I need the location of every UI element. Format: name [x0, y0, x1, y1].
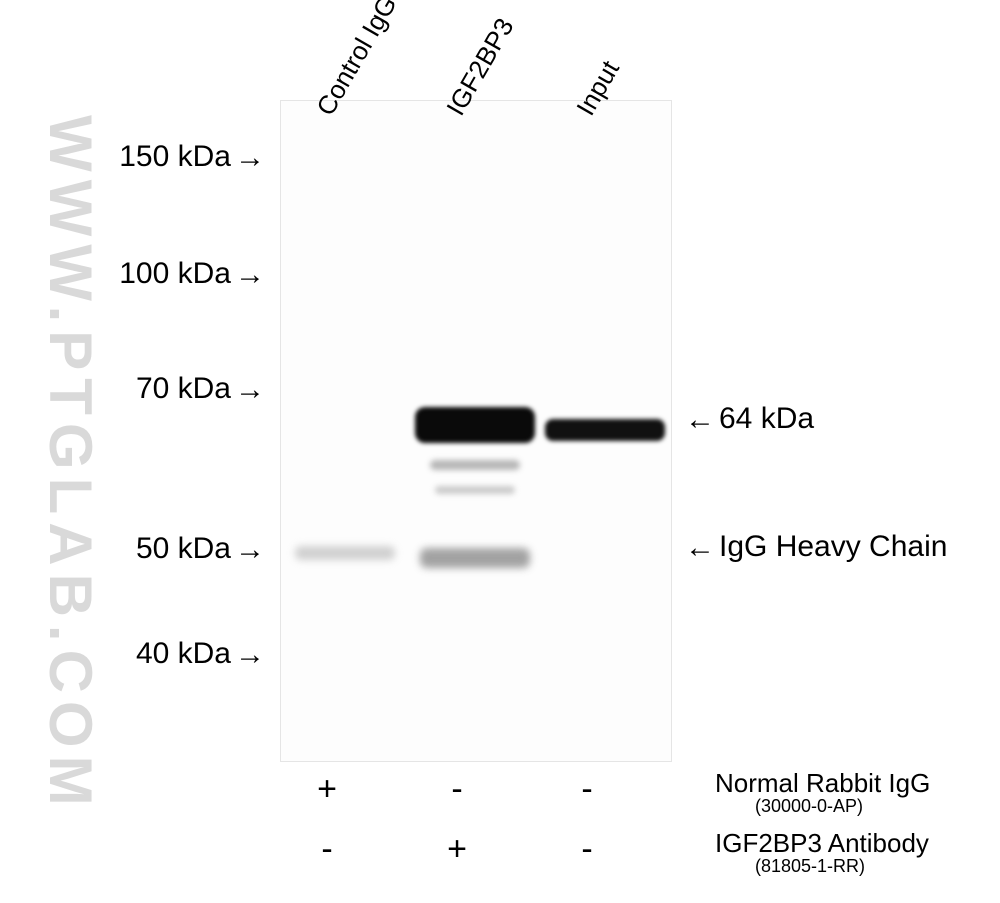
arrow-left-icon: ←: [685, 403, 715, 437]
mw-70-text: 70 kDa: [136, 372, 231, 405]
band: [430, 460, 520, 470]
mw-50-text: 50 kDa: [136, 532, 231, 565]
arrow-right-icon: →: [235, 533, 265, 567]
annot-64kda-text: 64 kDa: [719, 402, 814, 435]
band: [545, 419, 665, 441]
mw-40: 40 kDa→: [0, 637, 265, 671]
band: [415, 407, 535, 443]
pm-r1-c3: -: [567, 770, 607, 809]
mw-150-text: 150 kDa: [119, 140, 231, 173]
arrow-right-icon: →: [235, 141, 265, 175]
arrow-left-icon: ←: [685, 531, 715, 565]
mw-40-text: 40 kDa: [136, 637, 231, 670]
arrow-right-icon: →: [235, 638, 265, 672]
band: [420, 548, 530, 568]
pm-r2-c3: -: [567, 830, 607, 869]
annot-igg-heavy-text: IgG Heavy Chain: [719, 530, 947, 563]
row1-sublabel: (30000-0-AP): [755, 796, 863, 817]
pm-r1-c1: +: [307, 770, 347, 809]
band: [435, 486, 515, 494]
row2-sublabel: (81805-1-RR): [755, 856, 865, 877]
band: [295, 546, 395, 560]
mw-100: 100 kDa→: [0, 257, 265, 291]
arrow-right-icon: →: [235, 373, 265, 407]
arrow-right-icon: →: [235, 258, 265, 292]
mw-100-text: 100 kDa: [119, 257, 231, 290]
row2-label: IGF2BP3 Antibody: [715, 828, 929, 859]
annot-igg-heavy: ←IgG Heavy Chain: [685, 530, 947, 564]
pm-r1-c2: -: [437, 770, 477, 809]
annot-64kda: ←64 kDa: [685, 402, 814, 436]
pm-r2-c1: -: [307, 830, 347, 869]
figure-container: WWW.PTGLAB.COM Control IgG IGF2BP3 Input…: [0, 0, 1000, 903]
mw-70: 70 kDa→: [0, 372, 265, 406]
row1-label: Normal Rabbit IgG: [715, 768, 930, 799]
mw-50: 50 kDa→: [0, 532, 265, 566]
pm-r2-c2: +: [437, 830, 477, 869]
mw-150: 150 kDa→: [0, 140, 265, 174]
watermark-text: WWW.PTGLAB.COM: [36, 115, 105, 814]
